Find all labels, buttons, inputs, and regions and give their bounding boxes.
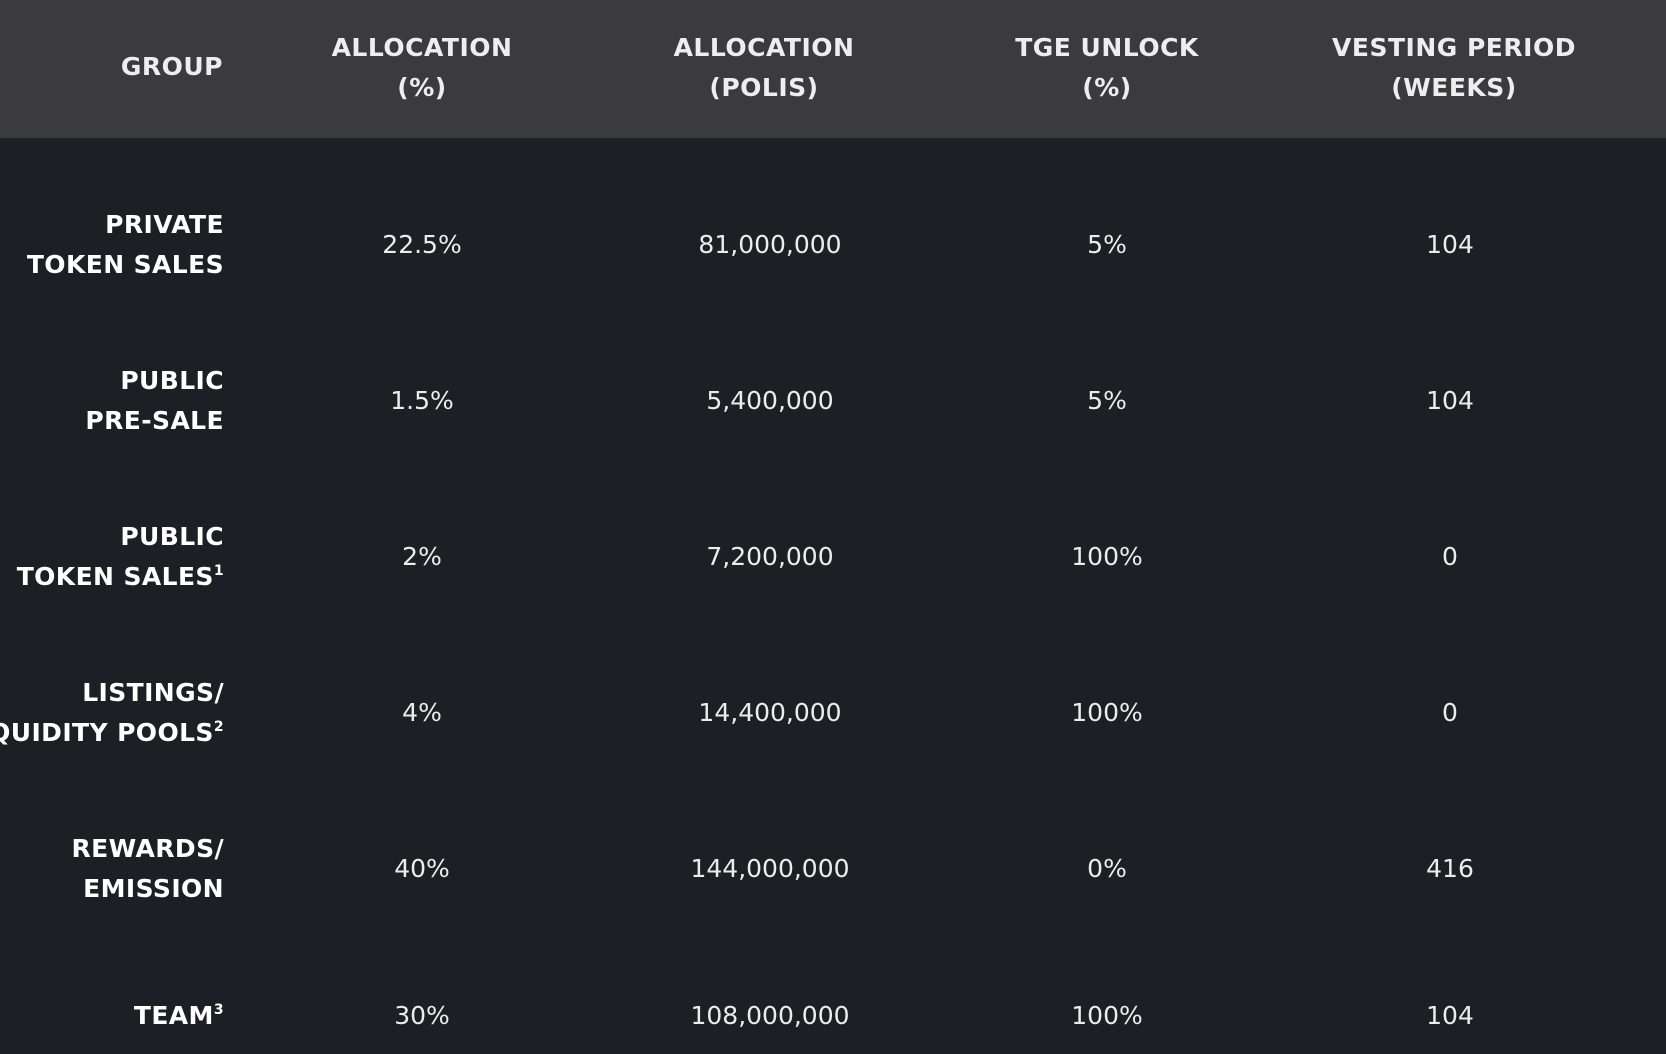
header-allocation-percent: ALLOCATION (%) xyxy=(331,33,513,102)
row-allocation-polis: 5,400,000 xyxy=(706,386,834,415)
header-allocation-polis: ALLOCATION (POLIS) xyxy=(673,33,855,102)
row-group-name: LISTINGS/LIQUIDITY POOLS2 xyxy=(0,678,224,747)
row-tge-unlock: 5% xyxy=(1087,230,1127,259)
row-allocation-percent: 2% xyxy=(402,542,442,571)
table-row: PUBLIC TOKEN SALES1 2% 7,200,000 100% 0 xyxy=(0,479,1666,635)
row-vesting-period: 416 xyxy=(1426,854,1474,883)
row-tge-unlock: 100% xyxy=(1071,542,1143,571)
header-vesting-period: VESTING PERIOD (WEEKS) xyxy=(1332,33,1576,102)
footnote-marker: 1 xyxy=(213,563,224,579)
table-row: TEAM3 30% 108,000,000 100% 104 xyxy=(0,938,1666,1054)
header-group: GROUP xyxy=(120,52,223,81)
table-row: LISTINGS/LIQUIDITY POOLS2 4% 14,400,000 100… xyxy=(0,635,1666,791)
table-header: GROUP ALLOCATION (%) ALLOCATION (POLIS) … xyxy=(0,0,1666,138)
row-vesting-period: 104 xyxy=(1426,386,1474,415)
row-allocation-percent: 1.5% xyxy=(390,386,454,415)
row-tge-unlock: 100% xyxy=(1071,1001,1143,1030)
row-allocation-percent: 4% xyxy=(402,698,442,727)
row-vesting-period: 0 xyxy=(1442,542,1458,571)
footnote-marker: 3 xyxy=(213,1002,224,1018)
row-group-name: PUBLIC TOKEN SALES1 xyxy=(16,522,224,591)
row-tge-unlock: 100% xyxy=(1071,698,1143,727)
header-tge-unlock: TGE UNLOCK (%) xyxy=(1015,33,1199,102)
row-allocation-polis: 81,000,000 xyxy=(698,230,842,259)
row-allocation-polis: 144,000,000 xyxy=(690,854,850,883)
table-row: REWARDS/EMISSION 40% 144,000,000 0% 416 xyxy=(0,791,1666,947)
table-row: PUBLIC PRE-SALE 1.5% 5,400,000 5% 104 xyxy=(0,323,1666,479)
row-vesting-period: 104 xyxy=(1426,1001,1474,1030)
row-tge-unlock: 5% xyxy=(1087,386,1127,415)
row-group-name: PRIVATE TOKEN SALES xyxy=(26,210,224,279)
row-allocation-polis: 7,200,000 xyxy=(706,542,834,571)
row-allocation-percent: 40% xyxy=(394,854,450,883)
row-vesting-period: 104 xyxy=(1426,230,1474,259)
row-group-name: REWARDS/EMISSION xyxy=(71,834,224,903)
row-allocation-polis: 14,400,000 xyxy=(698,698,842,727)
row-vesting-period: 0 xyxy=(1442,698,1458,727)
row-allocation-percent: 30% xyxy=(394,1001,450,1030)
row-allocation-percent: 22.5% xyxy=(382,230,462,259)
row-tge-unlock: 0% xyxy=(1087,854,1127,883)
row-allocation-polis: 108,000,000 xyxy=(690,1001,850,1030)
table-row: PRIVATE TOKEN SALES 22.5% 81,000,000 5% 104 xyxy=(0,167,1666,323)
footnote-marker: 2 xyxy=(213,719,224,735)
row-group-name: PUBLIC PRE-SALE xyxy=(85,366,224,435)
row-group-name: TEAM3 xyxy=(133,1001,224,1030)
